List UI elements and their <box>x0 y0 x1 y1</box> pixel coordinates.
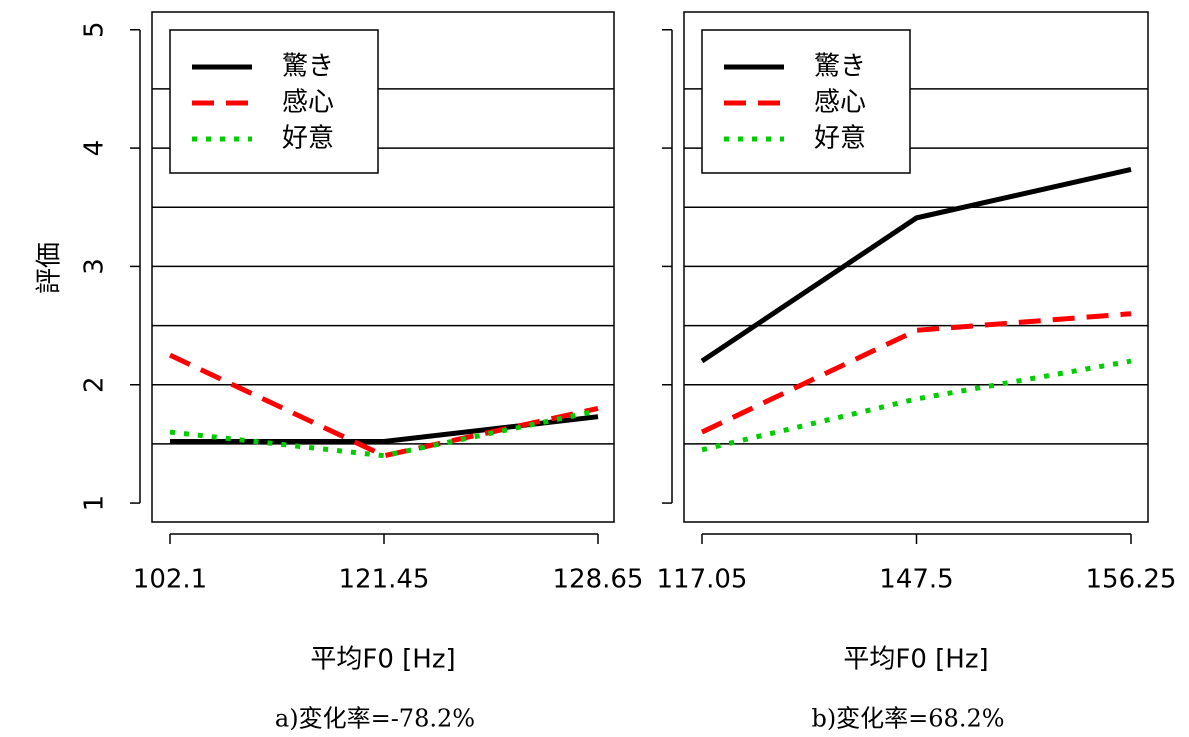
legend-label: 好意 <box>814 124 866 154</box>
caption: b)変化率=68.2% <box>811 705 1004 733</box>
series-line <box>700 166 1132 364</box>
plot-frame <box>151 11 615 523</box>
x-tick-label: 117.05 <box>657 565 748 595</box>
x-tick-label: 102.1 <box>133 565 207 595</box>
series-line <box>700 311 1132 435</box>
legend-label: 好意 <box>282 124 334 154</box>
x-tick-label: 128.65 <box>553 565 644 595</box>
legend-label: 驚き <box>282 52 334 82</box>
legend-label: 驚き <box>814 52 866 82</box>
y-tick-label: 3 <box>80 258 110 275</box>
y-axis-label: 評価 <box>35 242 65 294</box>
caption: a)変化率=-78.2% <box>275 705 475 733</box>
x-tick-label: 147.5 <box>879 565 953 595</box>
y-tick-label: 5 <box>80 21 110 38</box>
x-axis-label: 平均F0 [Hz] <box>843 645 988 675</box>
legend-label: 感心 <box>814 88 866 118</box>
y-tick-label: 1 <box>80 495 110 512</box>
y-tick-label: 4 <box>80 140 110 157</box>
x-tick-label: 156.25 <box>1086 565 1177 595</box>
series-line <box>701 358 1132 453</box>
legend-label: 感心 <box>282 88 334 118</box>
x-axis-label: 平均F0 [Hz] <box>310 645 455 675</box>
series-line <box>168 352 599 459</box>
y-tick-label: 2 <box>80 376 110 393</box>
series-line <box>169 408 599 459</box>
plot-frame <box>683 11 1149 523</box>
x-tick-label: 121.45 <box>339 565 430 595</box>
